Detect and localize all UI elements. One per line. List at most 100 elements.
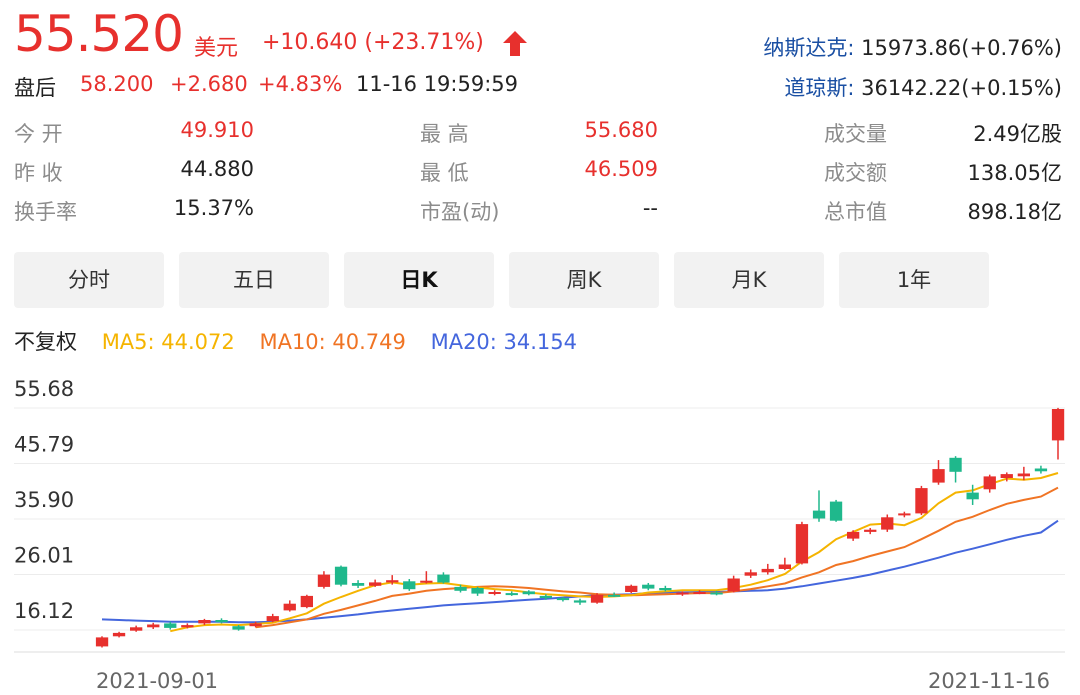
adjust-mode-label[interactable]: 不复权: [14, 330, 77, 354]
candle-body: [283, 603, 296, 611]
candle: [898, 511, 911, 518]
candle: [198, 618, 211, 626]
candle: [317, 571, 331, 589]
candle-body: [215, 620, 228, 623]
up-arrow-icon: [503, 31, 527, 56]
candle: [642, 582, 655, 591]
index-nasdaq-value: 15973.86(+0.76%): [861, 36, 1062, 60]
tab-monthly-k[interactable]: 月K: [674, 252, 824, 308]
stat-low-label: 最 低: [420, 161, 469, 185]
candle: [727, 575, 740, 593]
candle-body: [966, 492, 979, 500]
after-hours-time: 11-16 19:59:59: [356, 72, 519, 96]
tab-weekly-k[interactable]: 周K: [509, 252, 659, 308]
candle-body: [727, 578, 740, 592]
candle-body: [386, 580, 399, 583]
candle-body: [164, 623, 177, 628]
candle-body: [130, 627, 143, 631]
candle-body: [898, 513, 911, 516]
last-price: 55.520: [14, 5, 184, 63]
candle-body: [181, 625, 194, 628]
ma-legend: 不复权 MA5: 44.072 MA10: 40.749 MA20: 34.15…: [14, 326, 595, 356]
candle: [710, 590, 723, 596]
y-tick-label: 16.12: [14, 599, 74, 623]
ma10-legend: MA10: 40.749: [259, 330, 406, 354]
after-hours-price: 58.200: [80, 72, 154, 96]
candle-body: [812, 510, 826, 519]
tab-intraday[interactable]: 分时: [14, 252, 164, 308]
candle-body: [625, 585, 638, 592]
candle-body: [112, 632, 126, 637]
candle-body: [317, 574, 331, 587]
index-nasdaq[interactable]: 纳斯达克: 15973.86(+0.76%): [763, 32, 1062, 62]
tab-daily-k[interactable]: 日K: [344, 252, 494, 308]
candle: [761, 563, 774, 575]
candle: [778, 557, 791, 571]
candle-body: [147, 624, 160, 628]
ma20-line: [101, 519, 1059, 624]
after-hours-percent: +4.83%: [258, 72, 343, 96]
candle-body: [249, 623, 262, 627]
candle: [164, 621, 177, 630]
ma20-legend: MA20: 34.154: [430, 330, 578, 354]
stat-volume-label: 成交量: [824, 122, 887, 146]
candle-body: [420, 580, 433, 583]
stat-low-value: 46.509: [584, 157, 658, 181]
candle-body: [539, 595, 552, 599]
stat-turnover-amount-value: 138.05亿: [967, 161, 1062, 185]
candle: [1000, 472, 1013, 482]
candle: [966, 484, 979, 505]
candle: [420, 571, 433, 584]
candle: [744, 569, 757, 578]
x-label-end: 2021-11-16: [928, 669, 1050, 693]
tab-five-day[interactable]: 五日: [179, 252, 329, 308]
moving-average-lines: [101, 472, 1059, 633]
candle: [983, 474, 996, 493]
candle-body: [778, 564, 791, 569]
candle: [505, 591, 518, 596]
candle: [693, 590, 706, 595]
candle: [556, 597, 570, 602]
stat-market-cap-label: 总市值: [824, 200, 887, 224]
candle: [334, 565, 348, 587]
stat-high-label: 最 高: [420, 122, 469, 146]
x-axis-labels: 2021-09-01 2021-11-16: [96, 669, 1050, 693]
candle-body: [198, 620, 211, 624]
candle: [95, 636, 109, 648]
candle: [812, 490, 826, 522]
candle: [539, 594, 552, 600]
after-hours-change: +2.680: [170, 72, 248, 96]
candle: [283, 600, 296, 612]
candle: [232, 625, 245, 631]
candle: [300, 594, 313, 609]
stat-turnover-rate-label: 换手率: [14, 200, 77, 224]
candle-body: [488, 592, 501, 594]
stat-high-value: 55.680: [584, 118, 658, 142]
index-dow[interactable]: 道琼斯: 36142.22(+0.15%): [784, 72, 1062, 102]
candle-body: [334, 566, 348, 585]
stat-open-value: 49.910: [180, 118, 254, 142]
candles: [95, 407, 1065, 648]
y-tick-label: 55.68: [14, 377, 74, 401]
candle-body: [1017, 473, 1030, 477]
candle-body: [300, 595, 313, 608]
candle-body: [744, 572, 757, 576]
stat-prev-close-label: 昨 收: [14, 161, 63, 185]
candle: [266, 613, 279, 623]
ma10-line: [255, 486, 1059, 629]
candle: [249, 621, 262, 628]
candle: [181, 623, 194, 629]
candlestick-chart[interactable]: 55.68 45.79 35.90 26.01 16.12 2021-09-01 202…: [0, 360, 1080, 695]
currency-unit: 美元: [194, 36, 239, 61]
tab-one-year[interactable]: 1年: [839, 252, 989, 308]
candle-body: [983, 476, 996, 490]
candle-body: [471, 588, 484, 594]
candle-body: [693, 592, 706, 594]
candle: [676, 591, 689, 596]
index-dow-label: 道琼斯:: [784, 76, 855, 100]
candle-body: [505, 593, 518, 596]
chart-grid: [14, 407, 1065, 653]
candle-body: [1034, 468, 1048, 472]
candle-body: [642, 584, 655, 589]
candle: [625, 584, 638, 594]
